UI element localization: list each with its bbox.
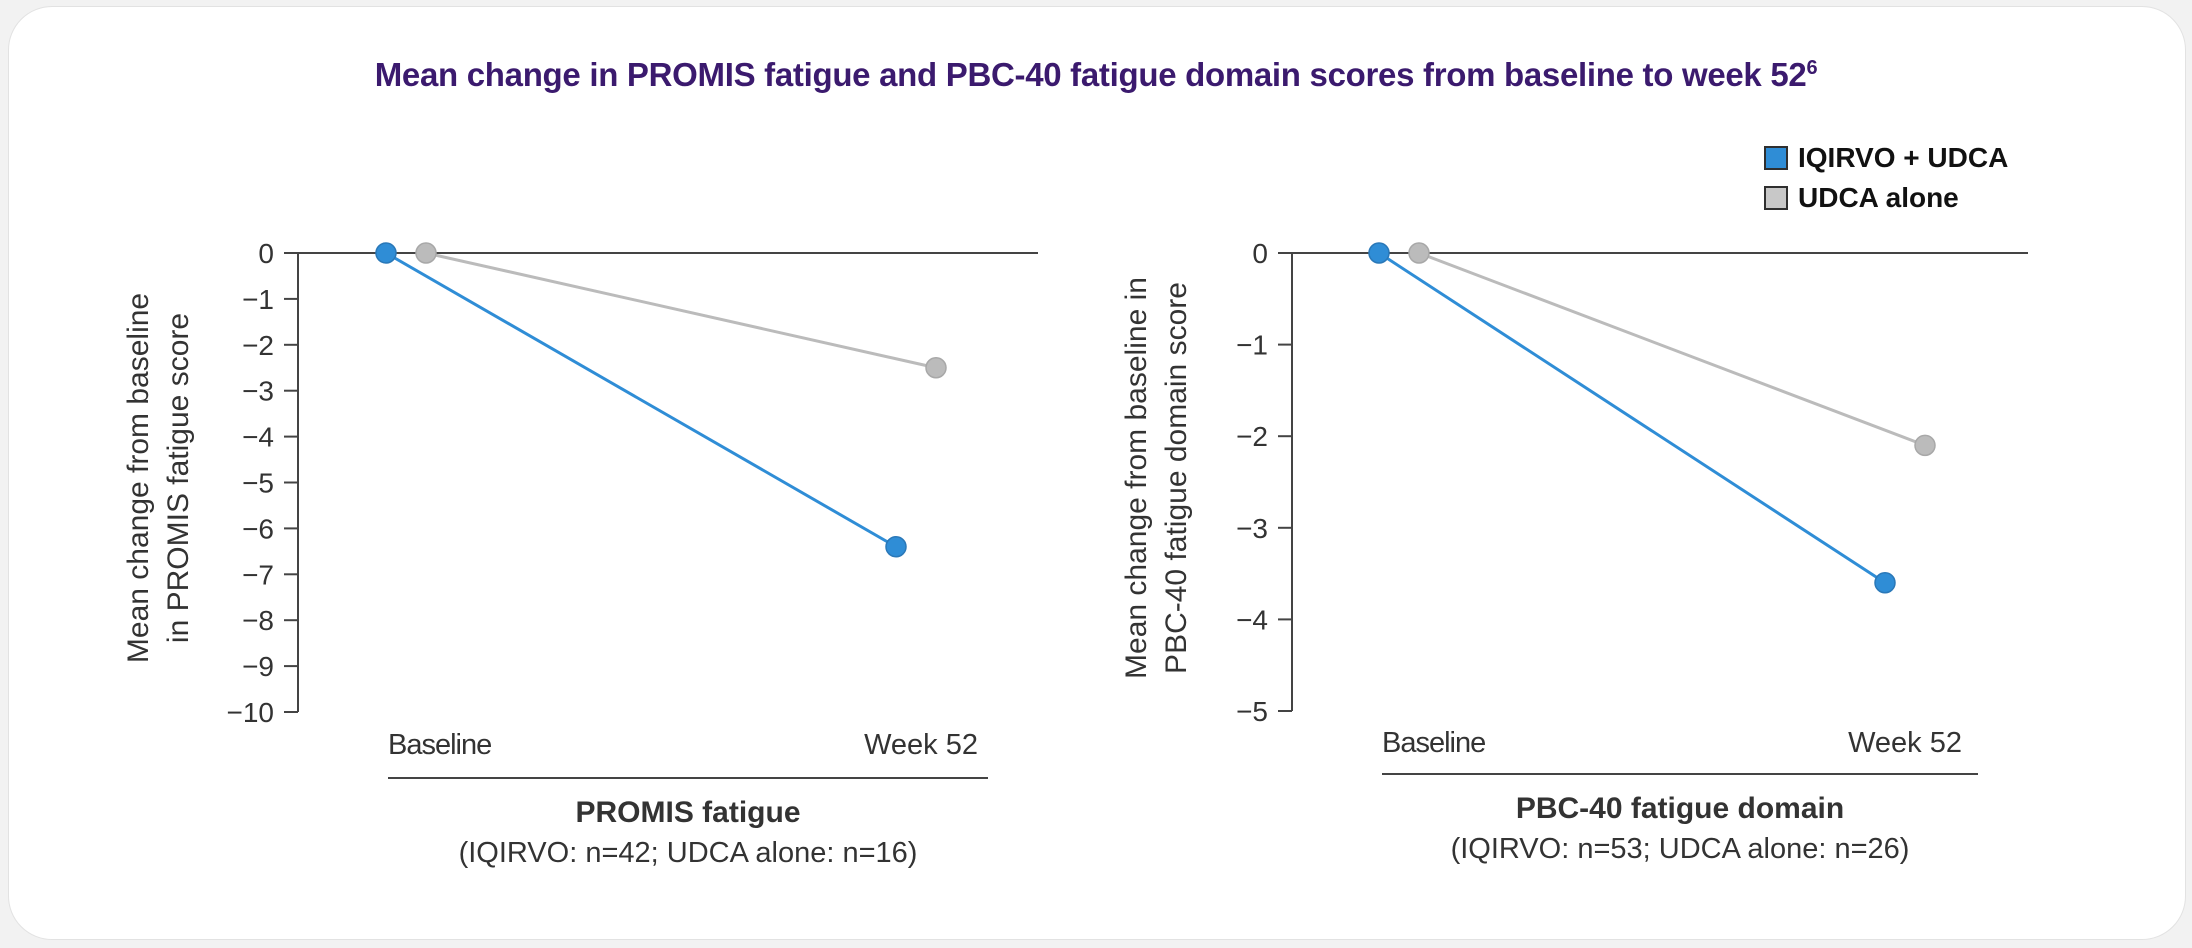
chart2-y-tick-label: −4 bbox=[1236, 604, 1268, 635]
chart1-series-control-point-week52 bbox=[925, 357, 947, 379]
chart2-category-label-week52: Week 52 bbox=[1848, 727, 1962, 759]
chart1-y-tick-label: −1 bbox=[242, 284, 274, 315]
chart1-series-control-line bbox=[425, 251, 937, 370]
chart2-y-tick-label: −3 bbox=[1236, 513, 1268, 544]
chart1-series-treatment-point-baseline bbox=[375, 242, 397, 264]
chart2-series-treatment-point-week52 bbox=[1874, 572, 1896, 594]
chart1-y-tick-label: −6 bbox=[242, 513, 274, 544]
legend-label-control: UDCA alone bbox=[1798, 182, 1959, 213]
legend-item-treatment: IQIRVO + UDCA bbox=[1764, 138, 2008, 178]
chart1-category-label-week52: Week 52 bbox=[864, 729, 978, 761]
chart1-y-axis-label-line1: Mean change from baseline bbox=[122, 293, 155, 663]
chart2-series-control-point-week52 bbox=[1914, 434, 1936, 457]
chart2-y-axis-label-line1: Mean change from baseline in bbox=[1120, 277, 1153, 679]
chart2-category-label-baseline: Baseline bbox=[1382, 727, 1485, 759]
chart1-series-control-point-baseline bbox=[415, 242, 437, 264]
chart2-x-axis-label: PBC-40 fatigue domain bbox=[1516, 792, 1844, 825]
chart2-x-axis-sublabel: (IQIRVO: n=53; UDCA alone: n=26) bbox=[1451, 833, 1910, 865]
chart-title: Mean change in PROMIS fatigue and PBC-40… bbox=[0, 56, 2192, 94]
legend-label-treatment: IQIRVO + UDCA bbox=[1798, 142, 2009, 173]
chart2-y-axis-label-line2: PBC-40 fatigue domain score bbox=[1160, 282, 1193, 674]
chart1-series-treatment-line bbox=[385, 251, 897, 549]
legend: IQIRVO + UDCA UDCA alone bbox=[1764, 138, 2008, 218]
chart1-y-tick-label: 0 bbox=[258, 238, 274, 269]
chart1-y-tick-label: −3 bbox=[242, 376, 274, 407]
chart1-x-axis-label: PROMIS fatigue bbox=[575, 796, 800, 829]
chart2-series-control-point-baseline bbox=[1408, 242, 1430, 264]
legend-item-control: UDCA alone bbox=[1764, 178, 2008, 218]
chart-title-reference: 6 bbox=[1806, 57, 1818, 79]
chart1-y-tick-label: −8 bbox=[242, 605, 274, 636]
chart1-y-tick-label: −9 bbox=[242, 651, 274, 682]
legend-swatch-control bbox=[1764, 186, 1788, 210]
chart1-x-axis-sublabel: (IQIRVO: n=42; UDCA alone: n=16) bbox=[459, 837, 918, 869]
chart-title-text: Mean change in PROMIS fatigue and PBC-40… bbox=[374, 56, 1807, 93]
chart1-y-tick-label: −5 bbox=[242, 468, 274, 499]
chart2-series-treatment-line bbox=[1378, 251, 1886, 585]
chart2-y-tick-label: −2 bbox=[1236, 421, 1268, 452]
chart1-y-tick-label: −2 bbox=[242, 330, 274, 361]
chart1-y-axis-label-line2: in PROMIS fatigue score bbox=[162, 313, 195, 643]
chart-card bbox=[8, 6, 2186, 940]
chart1-category-label-baseline: Baseline bbox=[388, 729, 491, 761]
chart2-series-treatment-point-baseline bbox=[1368, 242, 1390, 264]
chart1-y-tick-label: −10 bbox=[227, 697, 275, 728]
chart2-y-tick-label: 0 bbox=[1252, 238, 1268, 269]
chart1-y-tick-label: −4 bbox=[242, 422, 274, 453]
chart2-y-tick-label: −1 bbox=[1236, 330, 1268, 361]
legend-swatch-treatment bbox=[1764, 146, 1788, 170]
chart1-series-treatment-point-week52 bbox=[885, 536, 907, 558]
chart2-series-control-line bbox=[1418, 251, 1926, 447]
chart2-y-tick-label: −5 bbox=[1236, 696, 1268, 727]
chart1-y-tick-label: −7 bbox=[242, 559, 274, 590]
